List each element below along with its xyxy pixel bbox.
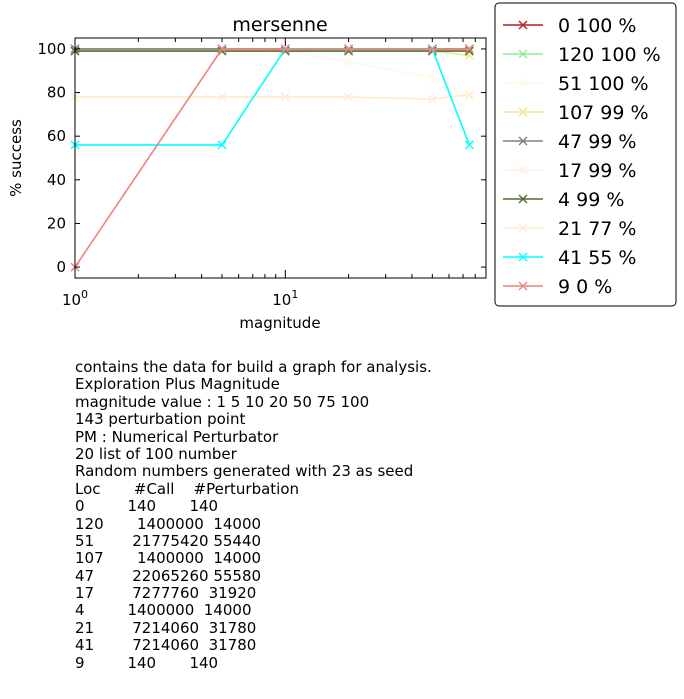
data-point xyxy=(217,140,227,150)
analysis-notes: contains the data for build a graph for … xyxy=(75,358,432,672)
notes-line: 120 1400000 14000 xyxy=(75,514,262,533)
x-tick-label: 100 xyxy=(62,288,88,309)
legend-label: 51 100 % xyxy=(558,73,649,95)
y-tick-label: 40 xyxy=(47,171,66,189)
legend-entry: 17 99 % xyxy=(503,160,637,182)
legend-label: 4 99 % xyxy=(558,189,624,211)
y-tick-label: 100 xyxy=(37,40,66,58)
y-tick-label: 0 xyxy=(56,258,66,276)
data-point xyxy=(427,94,437,104)
legend-label: 0 100 % xyxy=(558,15,637,37)
legend-entry: 0 100 % xyxy=(503,15,637,37)
legend-label: 107 99 % xyxy=(558,102,649,124)
legend-label: 120 100 % xyxy=(558,44,661,66)
notes-line: magnitude value : 1 5 10 20 50 75 100 xyxy=(75,392,370,411)
legend-entry: 51 100 % xyxy=(503,73,649,95)
data-point xyxy=(280,44,290,54)
legend-entry: 4 99 % xyxy=(503,189,624,211)
y-tick-label: 80 xyxy=(47,84,66,102)
notes-line: 143 perturbation point xyxy=(75,410,246,429)
data-point xyxy=(217,92,227,102)
series-line xyxy=(75,93,470,100)
data-point xyxy=(344,92,354,102)
legend-box xyxy=(494,2,677,307)
notes-line: 47 22065260 55580 xyxy=(75,566,262,585)
data-point xyxy=(427,44,437,54)
legend-entry: 9 0 % xyxy=(503,276,612,298)
notes-line: 20 list of 100 number xyxy=(75,444,237,463)
notes-line: 9 140 140 xyxy=(75,653,219,672)
y-tick-label: 20 xyxy=(47,214,66,232)
notes-line: 4 1400000 14000 xyxy=(75,601,252,620)
x-tick-label: 101 xyxy=(272,288,298,309)
data-point xyxy=(217,44,227,54)
notes-line: Random numbers generated with 23 as seed xyxy=(75,462,414,481)
legend-entry: 21 77 % xyxy=(503,218,637,240)
legend-label: 41 55 % xyxy=(558,247,637,269)
y-axis-label: % success xyxy=(7,119,25,197)
notes-line: 17 7277760 31920 xyxy=(75,584,257,603)
data-point xyxy=(280,92,290,102)
plot-frame xyxy=(74,37,487,279)
legend-label: 47 99 % xyxy=(558,131,637,153)
notes-line: 41 7214060 31780 xyxy=(75,636,257,655)
data-point xyxy=(464,90,474,100)
data-point xyxy=(464,140,474,150)
y-tick-label: 60 xyxy=(47,127,66,145)
notes-line: Exploration Plus Magnitude xyxy=(75,375,280,394)
legend-entry: 41 55 % xyxy=(503,247,637,269)
notes-line: 51 21775420 55440 xyxy=(75,531,262,550)
data-point xyxy=(464,44,474,54)
series-line xyxy=(75,48,470,98)
x-axis-label: magnitude xyxy=(239,314,320,332)
data-point xyxy=(344,57,354,67)
data-point xyxy=(344,44,354,54)
legend-entry: 120 100 % xyxy=(503,44,661,66)
data-point xyxy=(427,72,437,82)
notes-line: contains the data for build a graph for … xyxy=(75,358,432,376)
notes-line: 21 7214060 31780 xyxy=(75,618,257,637)
legend-label: 21 77 % xyxy=(558,218,637,240)
chart-title: mersenne xyxy=(232,14,327,36)
notes-line: 107 1400000 14000 xyxy=(75,549,262,568)
legend-entry: 47 99 % xyxy=(503,131,637,153)
notes-line: Loc #Call #Perturbation xyxy=(75,479,300,498)
legend-label: 17 99 % xyxy=(558,160,637,182)
legend-entry: 107 99 % xyxy=(503,102,649,124)
legend-label: 9 0 % xyxy=(558,276,612,298)
notes-line: 0 140 140 xyxy=(75,497,219,516)
series-line xyxy=(74,48,470,268)
notes-line: PM : Numerical Perturbator xyxy=(75,427,279,446)
